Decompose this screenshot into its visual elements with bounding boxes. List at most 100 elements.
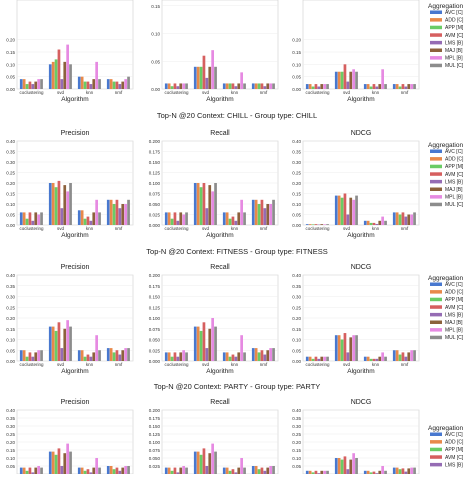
y-tick-label: 0.15 [151, 4, 160, 9]
bar-mul-knn [98, 212, 101, 225]
bar-lms-knn [90, 357, 93, 361]
panel-title: Recall [210, 130, 230, 137]
bar-lms-coclustering [177, 357, 180, 361]
y-tick-label: 0.10 [6, 202, 15, 207]
bar-lms-nmf [119, 355, 122, 361]
bar-avm-knn [87, 355, 90, 361]
bar-add-svd [338, 72, 341, 89]
bar-add-svd [338, 196, 341, 225]
bar-app-nmf [113, 82, 116, 89]
bar-lms-svd [206, 466, 209, 474]
y-tick-label: 0.000 [149, 223, 161, 228]
bar-mul-knn [243, 83, 246, 89]
bar-app-nmf [258, 352, 261, 361]
y-tick-label: 0.150 [149, 424, 161, 429]
bar-app-svd [341, 198, 344, 225]
y-tick-label: 0.175 [149, 150, 161, 155]
x-tick-label: coclustering [305, 226, 330, 231]
legend-label: AVM [C] [445, 33, 464, 39]
legend-label: MUL [C] [445, 202, 464, 208]
bar-maj-nmf [407, 215, 410, 226]
legend-label: APP [M] [445, 164, 464, 170]
bar-app-knn [84, 82, 87, 89]
bar-avc-nmf [252, 466, 255, 474]
bar-mul-knn [384, 221, 387, 225]
x-tick-label: svd [202, 226, 210, 231]
x-tick-label: nmf [115, 362, 123, 367]
bar-mul-svd [355, 335, 358, 361]
y-tick-label: 0.05 [6, 464, 15, 469]
x-tick-label: knn [372, 226, 380, 231]
legend-swatch [430, 305, 442, 309]
bar-mul-coclustering [40, 212, 43, 225]
x-tick-label: coclustering [305, 362, 330, 367]
bar-mul-svd [214, 327, 217, 361]
bar-avc-nmf [107, 466, 110, 474]
bar-app-nmf [258, 469, 261, 474]
y-tick-label: 0.40 [6, 408, 15, 413]
bar-avc-coclustering [306, 84, 309, 89]
bar-mpl-knn [240, 200, 243, 225]
bar-mpl-svd [352, 335, 355, 361]
bar-add-knn [81, 468, 84, 474]
bar-mul-svd [69, 327, 72, 361]
y-tick-label: 0.15 [6, 327, 15, 332]
bar-avc-knn [364, 357, 367, 361]
bar-maj-coclustering [34, 82, 37, 89]
bar-add-coclustering [309, 224, 312, 225]
bar-mpl-svd [66, 320, 69, 361]
bar-app-coclustering [312, 87, 315, 89]
bar-lms-coclustering [318, 87, 321, 89]
bar-app-svd [200, 331, 203, 361]
bar-avm-nmf [116, 468, 119, 474]
bar-lms-nmf [119, 208, 122, 225]
chart-panel-7: 0.2000.1750.1500.1250.1000.0750.0500.025… [149, 273, 278, 375]
bar-avm-svd [344, 333, 347, 361]
bar-app-knn [229, 219, 232, 225]
bar-mpl-svd [211, 444, 214, 474]
bar-mul-knn [243, 468, 246, 474]
bar-mpl-svd [66, 191, 69, 225]
bar-lms-knn [376, 359, 379, 361]
y-tick-label: 0.05 [6, 75, 15, 80]
x-tick-label: coclustering [164, 226, 189, 231]
bar-app-svd [55, 187, 58, 225]
bar-avm-svd [344, 64, 347, 89]
x-tick-label: coclustering [19, 226, 44, 231]
bar-app-svd [341, 460, 344, 474]
legend-label: AVC [C] [445, 149, 463, 155]
bar-mpl-coclustering [182, 350, 185, 361]
bar-avm-knn [232, 469, 235, 474]
bar-avm-coclustering [29, 468, 32, 474]
bar-mul-nmf [272, 83, 275, 89]
bar-avc-nmf [393, 212, 396, 225]
bar-lms-svd [206, 78, 209, 89]
bar-lms-svd [347, 469, 350, 474]
bar-app-knn [84, 357, 87, 361]
bar-mpl-nmf [410, 468, 413, 474]
bar-lms-svd [61, 348, 64, 361]
chart-panel-8: 0.400.350.300.250.200.150.100.050.00cocl… [292, 273, 419, 375]
x-axis-label: Algorithm [347, 232, 374, 239]
legend-label: AVC [C] [445, 432, 463, 438]
panel-title: Precision [61, 399, 90, 406]
bar-add-svd [52, 183, 55, 225]
bar-lms-nmf [405, 87, 408, 89]
bar-avm-knn [232, 83, 235, 89]
y-tick-label: 0.00 [292, 359, 301, 364]
bar-mul-coclustering [326, 357, 329, 361]
x-tick-label: coclustering [164, 90, 189, 95]
bar-mul-svd [355, 458, 358, 474]
y-tick-label: 0.075 [149, 327, 161, 332]
y-tick-label: 0.40 [292, 273, 301, 278]
bar-add-knn [81, 350, 84, 361]
y-tick-label: 0.10 [6, 62, 15, 67]
x-tick-label: svd [202, 90, 210, 95]
y-tick-label: 0.05 [292, 348, 301, 353]
bar-avm-nmf [402, 212, 405, 225]
y-tick-label: 0.20 [292, 316, 301, 321]
bar-app-svd [200, 455, 203, 474]
y-tick-label: 0.025 [149, 348, 161, 353]
y-tick-label: 0.00 [292, 87, 301, 92]
